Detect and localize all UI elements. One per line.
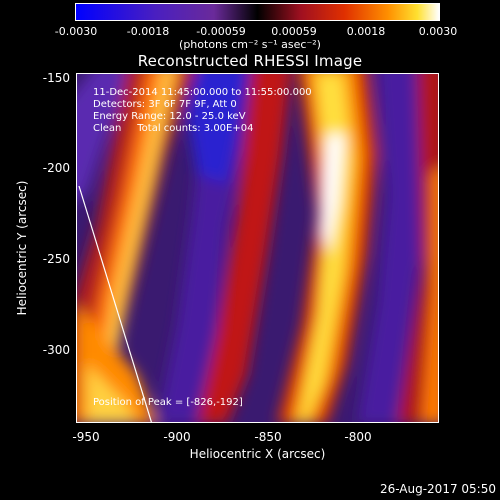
- info-energy-range: Energy Range: 12.0 - 25.0 keV: [93, 111, 246, 122]
- colorbar: [75, 3, 440, 21]
- info-clean: Clean Total counts: 3.00E+04: [93, 123, 254, 134]
- info-detectors: Detectors: 3F 6F 7F 9F, Att 0: [93, 99, 237, 110]
- colorbar-tick: 0.00059: [271, 25, 317, 38]
- y-tick-label: -200: [42, 161, 70, 175]
- x-tick-label: -900: [163, 430, 191, 444]
- colorbar-gradient: [76, 4, 439, 20]
- colorbar-tick: 0.0030: [418, 25, 458, 38]
- colorbar-tick: -0.0018: [126, 25, 170, 38]
- colorbar-tick: 0.0018: [346, 25, 386, 38]
- colorbar-units: (photons cm⁻² s⁻¹ asec⁻²): [179, 38, 321, 51]
- rhessi-image: [77, 74, 438, 422]
- image-plot: 11-Dec-2014 11:45:00.000 to 11:55:00.000…: [76, 73, 439, 423]
- info-peak-position: Position of Peak = [-826,-192]: [93, 397, 243, 408]
- y-tick-label: -250: [42, 252, 70, 266]
- y-tick-label: -150: [42, 71, 70, 85]
- x-tick-label: -800: [344, 430, 372, 444]
- colorbar-tick: -0.00059: [196, 25, 246, 38]
- emission-bands: [77, 74, 438, 422]
- info-time-range: 11-Dec-2014 11:45:00.000 to 11:55:00.000: [93, 87, 312, 98]
- page-title: Reconstructed RHESSI Image: [137, 52, 363, 70]
- colorbar-tick: -0.0030: [54, 25, 98, 38]
- x-tick-label: -850: [254, 430, 282, 444]
- timestamp: 26-Aug-2017 05:50: [379, 482, 496, 496]
- x-tick-label: -950: [72, 430, 100, 444]
- x-axis-label: Heliocentric X (arcsec): [189, 447, 326, 461]
- limb-line: [78, 185, 153, 422]
- y-axis-label: Heliocentric Y (arcsec): [15, 180, 29, 316]
- y-tick-label: -300: [42, 343, 70, 357]
